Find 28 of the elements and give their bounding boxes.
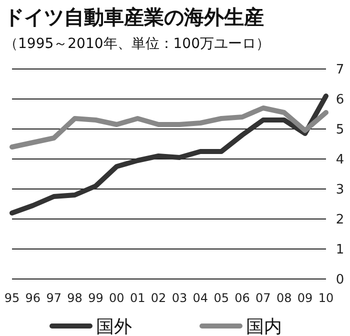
x-tick-label: 96 <box>25 291 41 305</box>
y-tick-label: 5 <box>336 122 344 138</box>
x-tick-label: 98 <box>67 291 82 305</box>
x-tick-label: 01 <box>130 291 146 305</box>
y-tick-label: 6 <box>336 92 344 108</box>
x-tick-label: 99 <box>88 291 104 305</box>
x-tick-label: 97 <box>46 291 62 305</box>
x-tick-label: 09 <box>297 291 313 305</box>
y-tick-label: 0 <box>336 272 344 288</box>
legend-label: 国内 <box>246 316 282 336</box>
chart-title: ドイツ自動車産業の海外生産 <box>4 5 264 29</box>
y-tick-label: 3 <box>336 182 344 198</box>
y-tick-label: 2 <box>336 212 344 228</box>
x-tick-label: 08 <box>276 291 292 305</box>
y-tick-label: 4 <box>336 152 344 168</box>
x-tick-label: 02 <box>150 291 166 305</box>
x-tick-label: 03 <box>172 291 188 305</box>
x-tick-label: 05 <box>214 291 229 305</box>
chart-subtitle: （1995～2010年、単位：100万ユーロ） <box>4 36 270 52</box>
legend-label: 国外 <box>96 316 132 336</box>
x-tick-label: 10 <box>318 291 334 305</box>
x-tick-label: 06 <box>234 291 250 305</box>
x-tick-label: 07 <box>256 291 271 305</box>
x-tick-label: 95 <box>4 291 20 305</box>
x-tick-label: 04 <box>192 291 208 305</box>
y-tick-label: 7 <box>336 62 344 78</box>
x-tick-label: 00 <box>109 291 124 305</box>
y-tick-label: 1 <box>336 242 344 258</box>
